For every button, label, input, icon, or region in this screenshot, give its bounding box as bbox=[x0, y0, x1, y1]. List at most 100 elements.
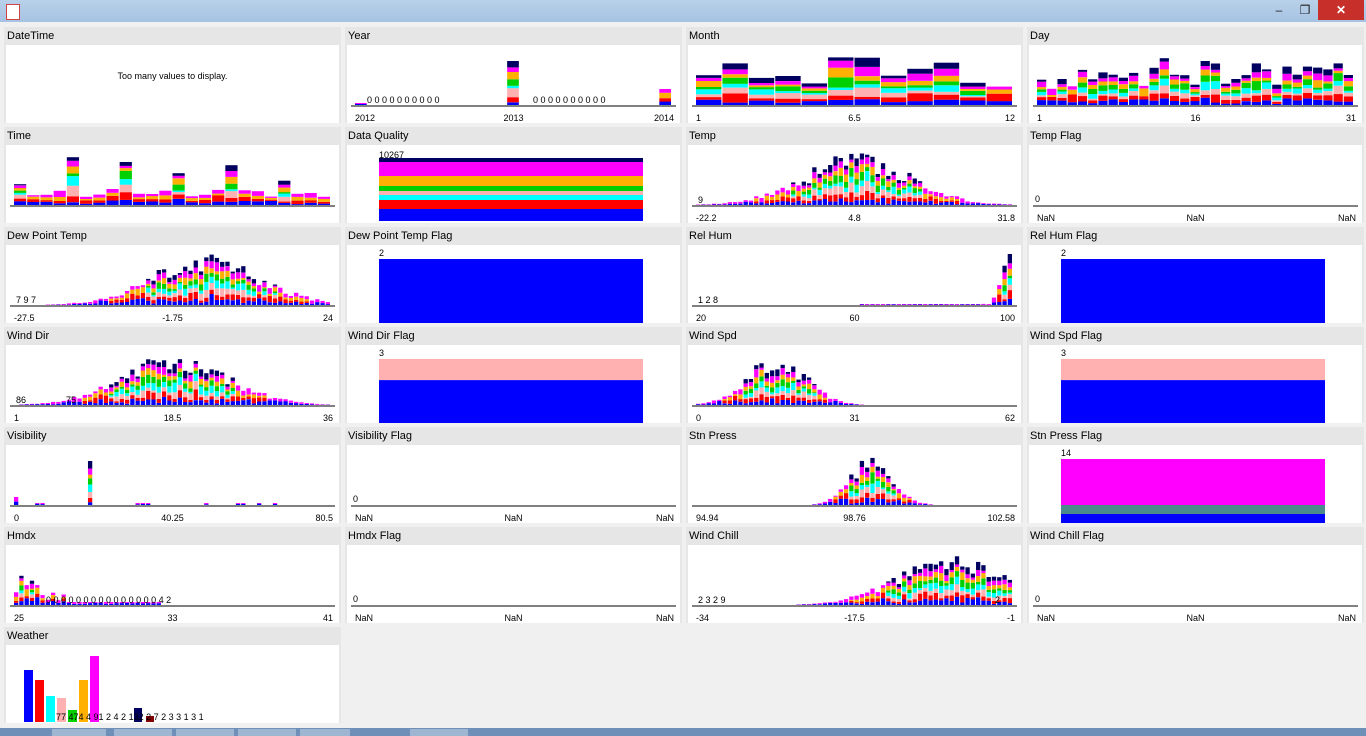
histogram-bar-segment bbox=[209, 289, 214, 295]
chart-panel-wind-chill[interactable]: Wind Chill 2 3 2 9 2 -34 -17.5 -1 bbox=[686, 527, 1023, 623]
chart-panel-day[interactable]: Day 1 16 31 bbox=[1027, 27, 1364, 123]
taskbar-item[interactable] bbox=[114, 729, 172, 736]
histogram-bar-segment bbox=[907, 593, 912, 599]
chart-panel-temp-flag[interactable]: Temp Flag 0 NaN NaN NaN bbox=[1027, 127, 1364, 223]
chart-panel-hmdx-flag[interactable]: Hmdx Flag 0 NaN NaN NaN bbox=[345, 527, 682, 623]
histogram-bar-segment bbox=[939, 600, 944, 605]
histogram-bar-segment bbox=[796, 185, 801, 191]
histogram-bar-segment bbox=[849, 496, 854, 500]
histogram-bar-segment bbox=[833, 194, 838, 202]
histogram-bar-segment bbox=[812, 195, 817, 201]
histogram-bar-segment bbox=[204, 402, 209, 405]
histogram-bar-segment bbox=[933, 582, 939, 589]
histogram-bar-segment bbox=[939, 580, 944, 586]
histogram-bar-segment bbox=[843, 174, 849, 182]
histogram-bar-segment bbox=[907, 85, 933, 88]
histogram-bar-segment bbox=[1057, 91, 1067, 95]
histogram-bar-segment bbox=[843, 169, 849, 175]
histogram-bar-segment bbox=[912, 178, 917, 184]
histogram-bar-segment bbox=[1190, 93, 1200, 96]
chart-panel-data-quality[interactable]: Data Quality 10267 bbox=[345, 127, 682, 223]
histogram-bar-segment bbox=[156, 398, 161, 403]
histogram-bar-segment bbox=[1313, 99, 1323, 105]
histogram-bar-segment bbox=[981, 570, 986, 574]
histogram-bar-segment bbox=[87, 401, 93, 405]
histogram-bar-segment bbox=[167, 380, 172, 387]
chart-panel-wind-dir-flag[interactable]: Wind Dir Flag 3 bbox=[345, 327, 682, 423]
minimize-button[interactable]: – bbox=[1266, 0, 1292, 20]
histogram-bar-segment bbox=[325, 302, 330, 305]
histogram-bar-segment bbox=[1149, 93, 1159, 101]
histogram-bar-segment bbox=[907, 93, 933, 102]
histogram-bar-segment bbox=[991, 204, 997, 205]
histogram-bar-segment bbox=[1047, 97, 1057, 101]
histogram-bar-segment bbox=[209, 276, 214, 283]
chart-area: 0 NaN NaN NaN bbox=[1029, 145, 1362, 223]
histogram-bar-segment bbox=[880, 598, 886, 605]
chart-panel-wind-spd-flag[interactable]: Wind Spd Flag 3 bbox=[1027, 327, 1364, 423]
histogram-bar-segment bbox=[986, 586, 991, 590]
histogram-bar-segment bbox=[214, 403, 220, 405]
chart-panel-stn-press-flag[interactable]: Stn Press Flag 14 bbox=[1027, 427, 1364, 523]
close-button[interactable]: ✕ bbox=[1318, 0, 1364, 20]
chart-panel-rel-hum[interactable]: Rel Hum 1 2 8 20 60 100 bbox=[686, 227, 1023, 323]
histogram-bar-segment bbox=[886, 192, 891, 198]
histogram-bar-segment bbox=[722, 203, 727, 205]
histogram-bar-segment bbox=[775, 81, 801, 85]
histogram-bar-segment bbox=[119, 402, 124, 405]
chart-panel-month[interactable]: Month 1 6.5 12 bbox=[686, 27, 1023, 123]
histogram-bar-segment bbox=[151, 390, 156, 393]
histogram-bar-segment bbox=[140, 285, 146, 288]
taskbar-item[interactable] bbox=[52, 729, 106, 736]
taskbar-item[interactable] bbox=[300, 729, 350, 736]
chart-panel-wind-chill-flag[interactable]: Wind Chill Flag 0 NaN NaN NaN bbox=[1027, 527, 1364, 623]
chart-panel-weather[interactable]: Weather 77 474 4 91 2 4 2 132 2 7 2 3 3 1… bbox=[4, 627, 341, 723]
chart-panel-dew-point-temp[interactable]: Dew Point Temp 7 9 7 -27.5 -1.75 24 bbox=[4, 227, 341, 323]
taskbar-item[interactable] bbox=[238, 729, 296, 736]
chart-panel-visibility[interactable]: Visibility 0 40.25 80.5 bbox=[4, 427, 341, 523]
histogram-bar-segment bbox=[188, 281, 193, 286]
chart-panel-wind-dir[interactable]: Wind Dir 86 75 1 18.5 36 bbox=[4, 327, 341, 423]
histogram-bar-segment bbox=[14, 198, 27, 202]
histogram-bar-segment bbox=[159, 199, 172, 203]
chart-panel-datetime[interactable]: DateTime Too many values to display. bbox=[4, 27, 341, 123]
histogram-bar-segment bbox=[1210, 102, 1221, 105]
taskbar-item[interactable] bbox=[410, 729, 468, 736]
histogram-bar-segment bbox=[140, 287, 146, 293]
chart-panel-temp[interactable]: Temp 9 -22.2 4.8 31.8 bbox=[686, 127, 1023, 223]
chart-panel-rel-hum-flag[interactable]: Rel Hum Flag 2 bbox=[1027, 227, 1364, 323]
histogram-bar-segment bbox=[29, 594, 35, 598]
chart-panel-time[interactable]: Time bbox=[4, 127, 341, 223]
histogram-bar-segment bbox=[50, 404, 56, 405]
chart-panel-stn-press[interactable]: Stn Press 94.94 98.76 102.58 bbox=[686, 427, 1023, 523]
histogram-bar-segment bbox=[743, 386, 748, 391]
histogram-bar-segment bbox=[1098, 85, 1108, 91]
chart-panel-dew-point-temp-flag[interactable]: Dew Point Temp Flag 2 bbox=[345, 227, 682, 323]
histogram-bar-segment bbox=[1159, 93, 1169, 99]
taskbar-item[interactable] bbox=[176, 729, 234, 736]
histogram-bar-segment bbox=[912, 198, 917, 202]
histogram-bar-segment bbox=[1007, 579, 1012, 583]
histogram-bar-segment bbox=[828, 201, 833, 205]
histogram-bar-segment bbox=[119, 199, 132, 205]
histogram-bar-segment bbox=[732, 394, 738, 396]
chart-panel-hmdx[interactable]: Hmdx 0 0 0 0 0 0 0 0 0 0 0 0 0 0 0 4 2 25 3… bbox=[4, 527, 341, 623]
histogram-bar-segment bbox=[891, 199, 896, 205]
chart-panel-visibility-flag[interactable]: Visibility Flag 0 NaN NaN NaN bbox=[345, 427, 682, 523]
histogram-bar-segment bbox=[970, 203, 976, 205]
histogram-bar-segment bbox=[299, 298, 304, 302]
histogram-bar-segment bbox=[29, 588, 35, 590]
histogram-bar-segment bbox=[72, 302, 77, 304]
histogram-bar-segment bbox=[1323, 83, 1333, 89]
histogram-bar-segment bbox=[294, 296, 299, 300]
histogram-bar-segment bbox=[833, 165, 838, 172]
maximize-button[interactable]: ❐ bbox=[1292, 0, 1318, 20]
panel-title: Wind Spd bbox=[689, 330, 737, 342]
histogram-bar-segment bbox=[886, 478, 891, 483]
chart-panel-wind-spd[interactable]: Wind Spd 0 31 62 bbox=[686, 327, 1023, 423]
histogram-bar-segment bbox=[954, 592, 960, 597]
histogram-bar-segment bbox=[198, 302, 204, 305]
histogram-bar-segment bbox=[917, 189, 923, 192]
histogram-bar-segment bbox=[246, 281, 251, 285]
